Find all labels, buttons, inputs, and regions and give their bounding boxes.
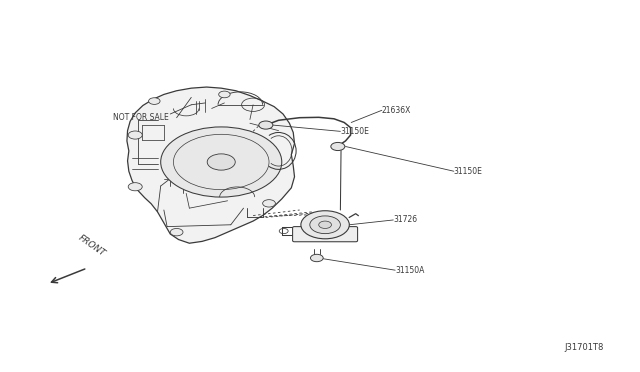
- Text: NOT FOR SALE: NOT FOR SALE: [113, 113, 169, 122]
- Text: 31726: 31726: [394, 215, 417, 224]
- Text: 31150E: 31150E: [340, 127, 369, 136]
- Circle shape: [170, 228, 183, 236]
- Circle shape: [207, 154, 236, 170]
- Circle shape: [262, 200, 275, 207]
- Circle shape: [128, 131, 142, 139]
- Circle shape: [219, 91, 230, 98]
- Circle shape: [319, 221, 332, 228]
- Circle shape: [128, 183, 142, 191]
- Circle shape: [161, 127, 282, 197]
- FancyBboxPatch shape: [292, 227, 358, 242]
- Circle shape: [148, 98, 160, 105]
- Polygon shape: [127, 87, 294, 243]
- Text: 21636X: 21636X: [382, 106, 411, 115]
- Text: J31701T8: J31701T8: [564, 343, 604, 352]
- Text: FRONT: FRONT: [77, 233, 107, 258]
- Text: 31150A: 31150A: [395, 266, 424, 275]
- Circle shape: [301, 211, 349, 239]
- Circle shape: [310, 254, 323, 262]
- Circle shape: [331, 142, 345, 151]
- Circle shape: [310, 216, 340, 234]
- Text: 31150E: 31150E: [454, 167, 483, 176]
- Circle shape: [259, 121, 273, 129]
